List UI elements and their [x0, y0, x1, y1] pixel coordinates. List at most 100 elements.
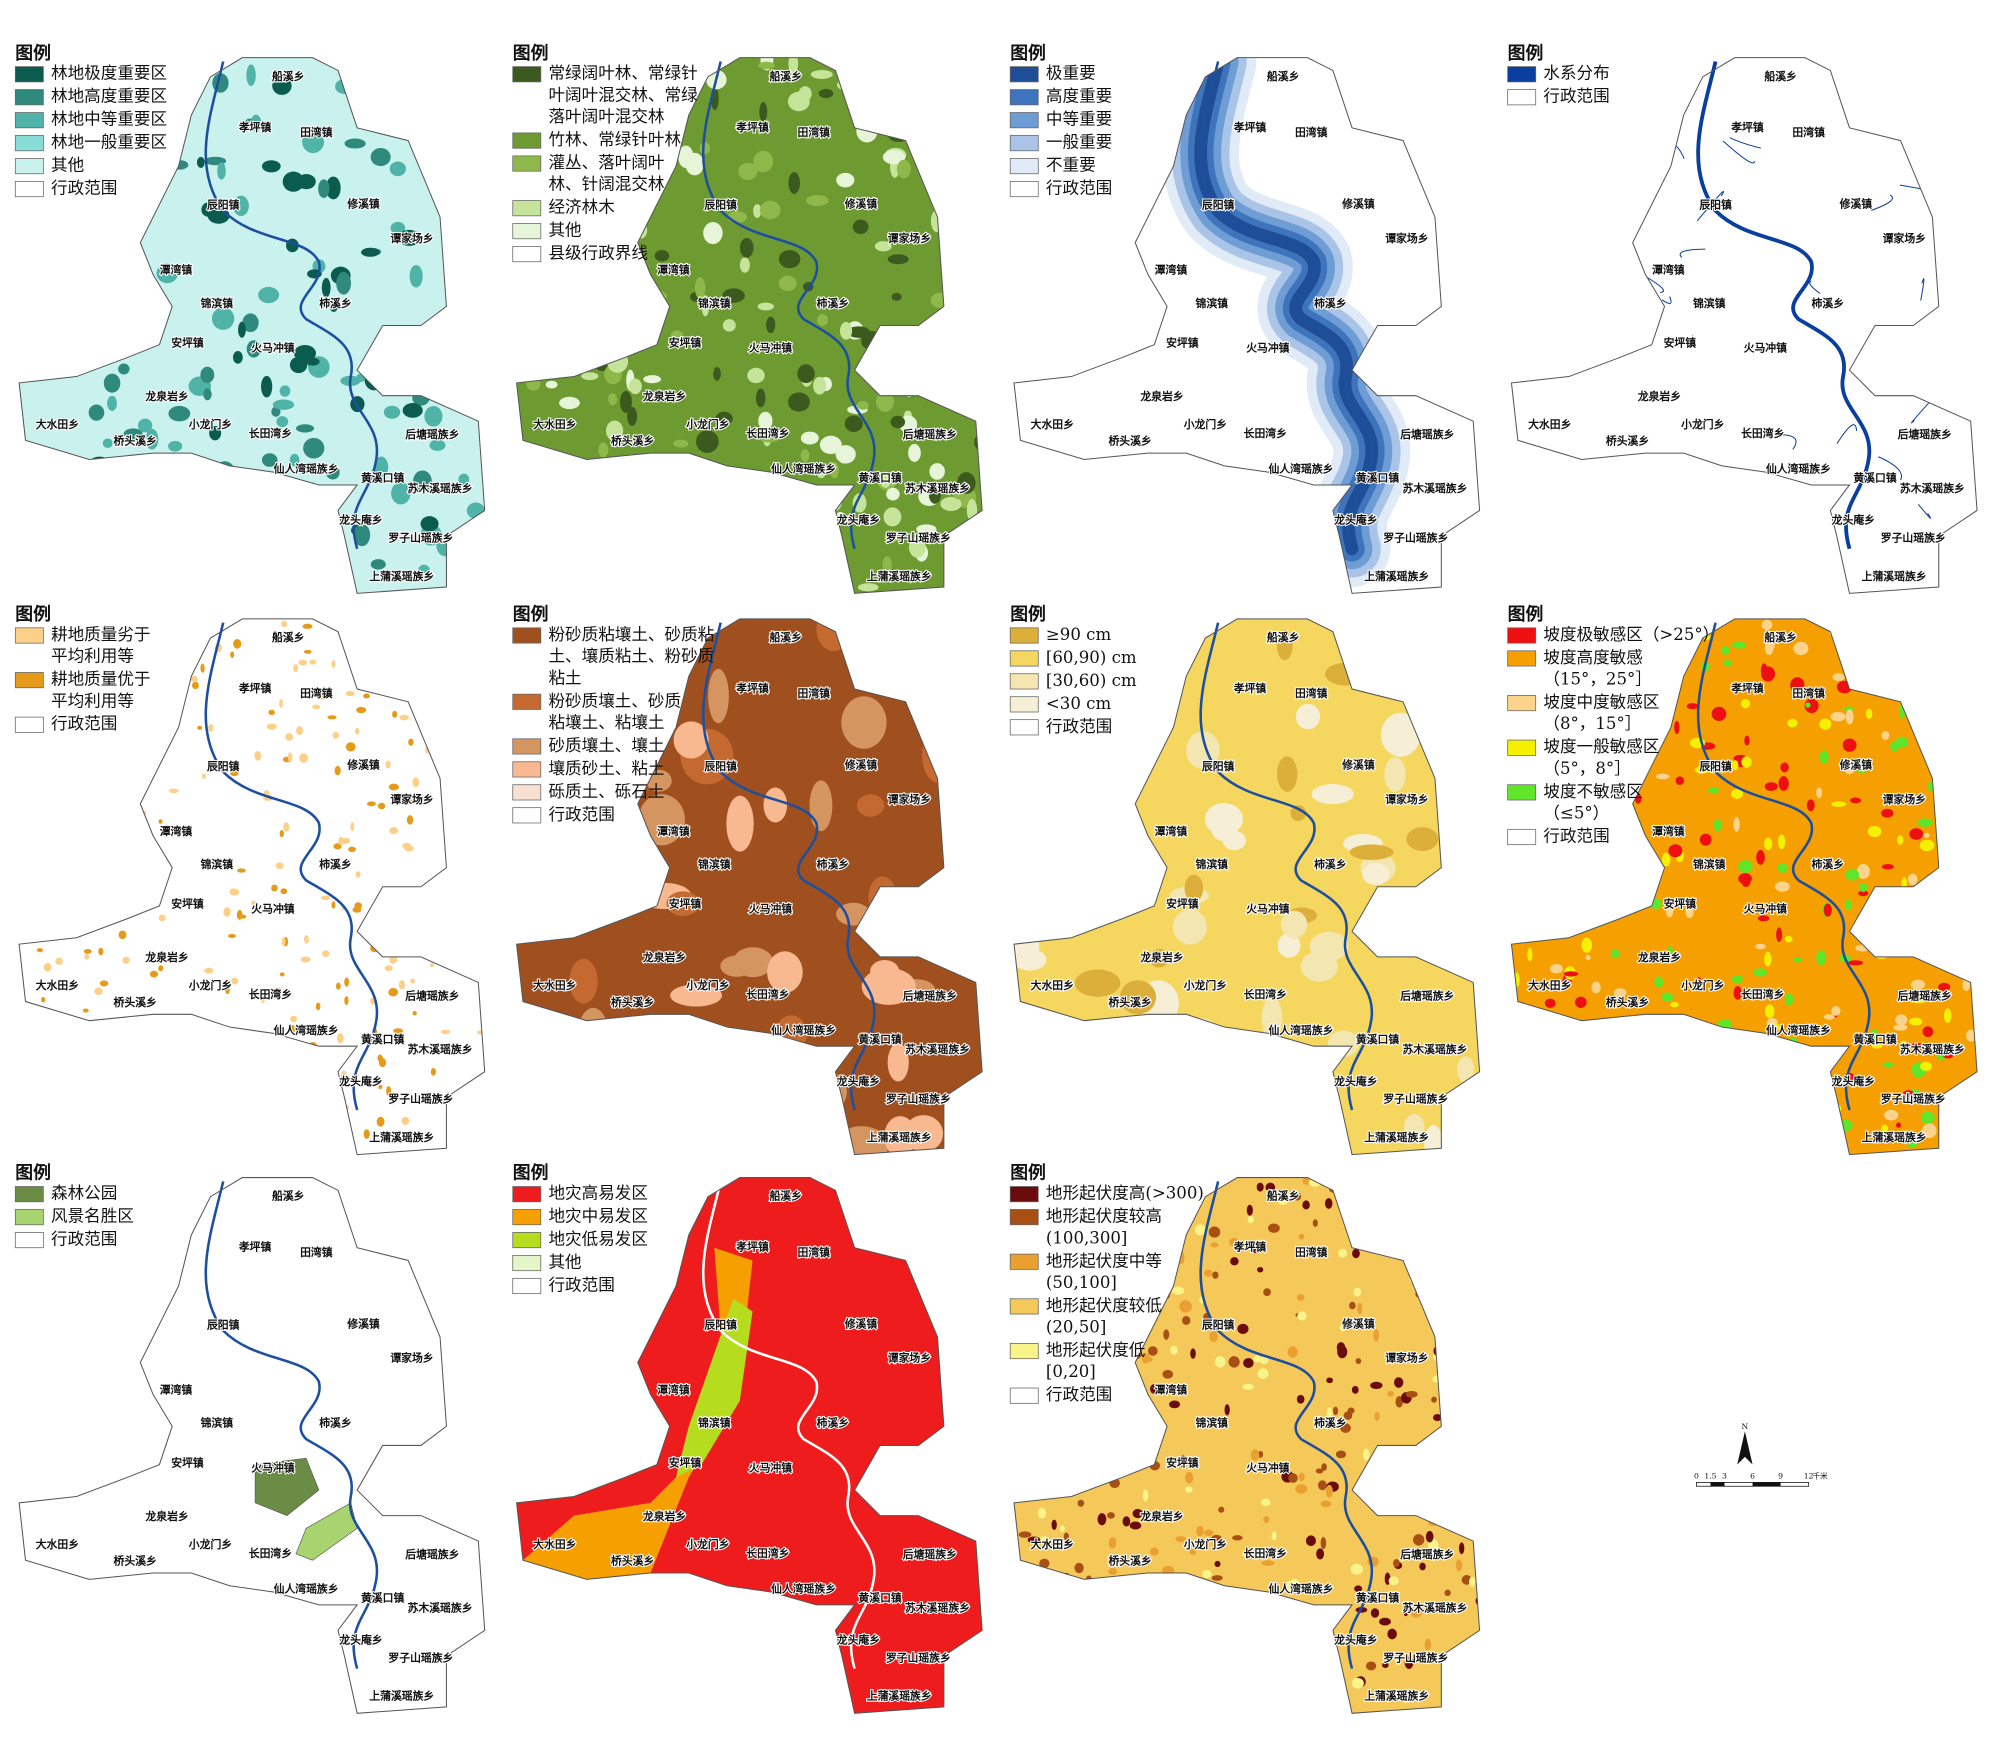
town-label: 罗子山瑶族乡 — [1383, 531, 1448, 545]
map-patch — [1469, 1576, 1476, 1587]
map-patch — [450, 1127, 458, 1132]
map-patch — [429, 963, 435, 968]
map-patch — [1059, 1525, 1065, 1533]
legend-label: 地形起伏度较低 — [1046, 1296, 1162, 1315]
town-label: 苏木溪瑶族乡 — [408, 481, 473, 495]
map-patch — [156, 263, 179, 284]
town-label: 长田湾乡 — [1244, 987, 1287, 1001]
map-patch — [1517, 817, 1526, 823]
map-patch — [49, 213, 63, 227]
map-patch — [303, 437, 325, 459]
map-patch — [279, 385, 291, 397]
county-fill — [1014, 1177, 1480, 1714]
map-patch — [158, 965, 164, 972]
legend-label: 行政范围 — [1046, 717, 1112, 736]
map-patch — [1654, 976, 1664, 988]
map-patch — [1431, 1396, 1437, 1403]
map-patch — [844, 415, 863, 432]
map-patch — [1511, 997, 1516, 1011]
map-patch — [1106, 1700, 1118, 1712]
map-patch — [1909, 828, 1924, 840]
map-patch — [1761, 619, 1773, 631]
town-label: 龙泉岩乡 — [144, 950, 188, 964]
map-patch — [1731, 641, 1747, 649]
legend-label: 其他 — [548, 221, 581, 240]
map-patch — [1573, 1099, 1584, 1111]
legend-swatch — [1507, 784, 1537, 801]
map-patch — [1591, 981, 1601, 994]
map-patch — [644, 454, 663, 477]
map-patch — [1351, 1677, 1364, 1689]
map-patch — [1679, 1145, 1688, 1155]
map-patch — [1790, 677, 1805, 693]
map-patch — [261, 375, 273, 398]
map-patch — [685, 152, 704, 176]
map-patch — [1520, 1107, 1533, 1119]
map-patch — [1110, 1409, 1121, 1422]
scale-tick-label: 6 — [1750, 1472, 1755, 1481]
map-patch — [548, 503, 561, 515]
map-patch — [109, 1104, 120, 1109]
map-patch — [1777, 834, 1786, 850]
map-patch — [1209, 1676, 1216, 1685]
map-patch — [145, 428, 159, 450]
town-label: 长田湾乡 — [746, 1546, 789, 1560]
map-patch — [1566, 1025, 1576, 1034]
map-patch — [1910, 979, 1926, 990]
map-patch — [1473, 1369, 1480, 1377]
map-patch — [887, 254, 909, 265]
legend-label: 坡度极敏感区（>25°） — [1543, 625, 1719, 644]
map-patch — [122, 956, 130, 964]
map-patch — [929, 463, 945, 480]
map-patch — [118, 363, 130, 375]
legend-swatch — [1009, 696, 1039, 713]
town-label: 柿溪乡 — [1314, 296, 1346, 310]
map-patch — [296, 424, 315, 433]
map-patch — [1141, 1430, 1148, 1442]
legend-title: 图例 — [1010, 1162, 1046, 1184]
map-patch — [1317, 1632, 1326, 1645]
map-patch — [21, 1034, 26, 1041]
map-patch — [1182, 1655, 1193, 1666]
map-patch — [820, 562, 829, 573]
map-patch — [355, 727, 360, 735]
map-patch — [88, 404, 105, 421]
map-patch — [1763, 837, 1773, 850]
map-patch — [464, 658, 474, 666]
map-patch — [1579, 866, 1589, 875]
map-patch — [974, 434, 983, 451]
map-patch — [36, 947, 43, 953]
map-patch — [306, 482, 318, 504]
map-patch — [1424, 1638, 1432, 1651]
town-label: 辰阳镇 — [704, 198, 737, 212]
map-patch — [1320, 1536, 1327, 1550]
map-patch — [559, 396, 580, 410]
map-patch — [402, 842, 412, 849]
town-label: 罗子山瑶族乡 — [886, 531, 951, 545]
town-label: 大水田乡 — [533, 417, 576, 431]
map-patch — [1326, 1407, 1333, 1420]
town-label: 锦滨镇 — [1195, 857, 1228, 871]
map-patch — [722, 288, 745, 303]
town-label: 火马冲镇 — [749, 340, 792, 354]
map-patch — [1896, 835, 1904, 845]
map-patch — [904, 381, 914, 398]
legend-label: 土、壤质粘土、粉砂质 — [548, 646, 714, 666]
town-label: 田湾镇 — [1792, 125, 1825, 139]
legend-swatch — [1009, 1209, 1039, 1226]
map-patch — [19, 647, 28, 658]
legend-swatch — [512, 693, 542, 710]
map-patch — [727, 211, 748, 223]
legend-title: 图例 — [1010, 42, 1046, 64]
map-patch — [1085, 1575, 1092, 1585]
county-border — [18, 618, 486, 1156]
map-patch — [288, 1135, 294, 1146]
map-patch — [1731, 789, 1744, 799]
map-patch — [70, 308, 79, 331]
map-patch — [1296, 1394, 1305, 1404]
town-label: 辰阳镇 — [1202, 198, 1235, 212]
